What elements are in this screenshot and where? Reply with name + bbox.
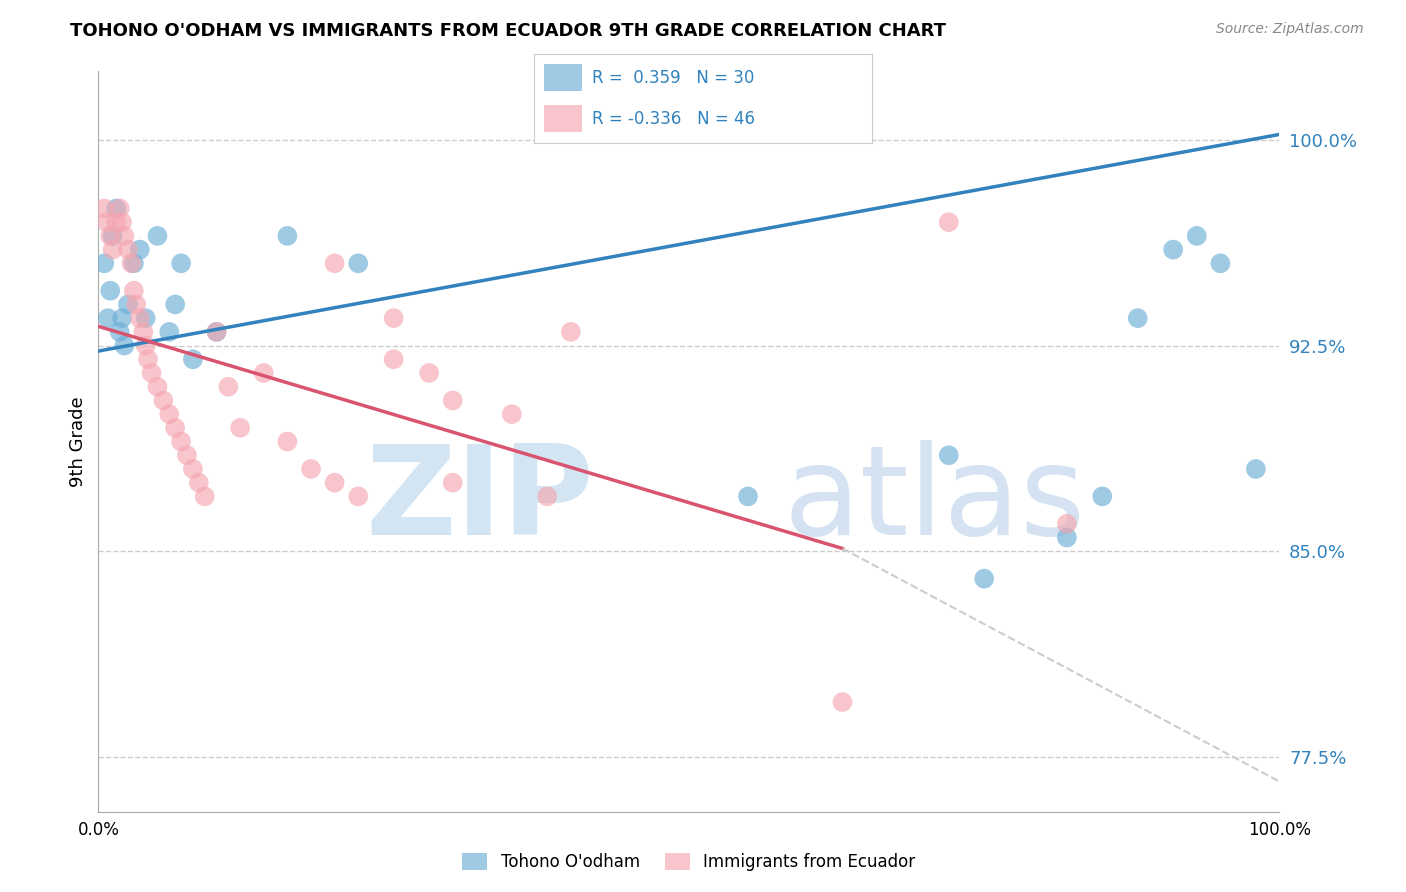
Y-axis label: 9th Grade: 9th Grade xyxy=(69,396,87,487)
Point xyxy=(122,284,145,298)
Point xyxy=(217,380,239,394)
Point xyxy=(1056,531,1078,545)
Point xyxy=(501,407,523,421)
Point xyxy=(560,325,582,339)
Point xyxy=(111,215,134,229)
Point xyxy=(101,243,124,257)
Point xyxy=(418,366,440,380)
Point xyxy=(157,325,180,339)
Point xyxy=(96,215,118,229)
Point xyxy=(1056,516,1078,531)
Legend: Tohono O'odham, Immigrants from Ecuador: Tohono O'odham, Immigrants from Ecuador xyxy=(456,846,922,878)
Point xyxy=(108,325,131,339)
Text: R =  0.359   N = 30: R = 0.359 N = 30 xyxy=(592,69,754,87)
Point xyxy=(229,421,252,435)
Point xyxy=(187,475,209,490)
Point xyxy=(152,393,174,408)
Point xyxy=(205,325,228,339)
Point xyxy=(347,256,370,270)
FancyBboxPatch shape xyxy=(544,105,582,132)
Point xyxy=(135,311,157,326)
Point xyxy=(1161,243,1184,257)
Point xyxy=(136,352,159,367)
Point xyxy=(441,393,464,408)
Point xyxy=(108,202,131,216)
Point xyxy=(105,202,128,216)
Point xyxy=(1126,311,1149,326)
Point xyxy=(938,448,960,462)
Point xyxy=(170,256,193,270)
Point xyxy=(117,297,139,311)
Point xyxy=(973,572,995,586)
Point xyxy=(112,338,135,352)
Point xyxy=(146,380,169,394)
Point xyxy=(938,215,960,229)
Point xyxy=(121,256,143,270)
Point xyxy=(181,352,204,367)
Point xyxy=(146,228,169,243)
Point xyxy=(253,366,276,380)
Point xyxy=(122,256,145,270)
Point xyxy=(181,462,204,476)
Point xyxy=(1185,228,1208,243)
Point xyxy=(176,448,198,462)
Point xyxy=(98,284,121,298)
Point xyxy=(382,311,405,326)
Point xyxy=(97,311,120,326)
Point xyxy=(1209,256,1232,270)
Point xyxy=(101,228,124,243)
Point xyxy=(128,311,150,326)
Text: atlas: atlas xyxy=(783,441,1085,561)
Point xyxy=(441,475,464,490)
Point xyxy=(117,243,139,257)
Text: R = -0.336   N = 46: R = -0.336 N = 46 xyxy=(592,110,755,128)
Point xyxy=(132,325,155,339)
Point xyxy=(323,475,346,490)
Point xyxy=(93,256,115,270)
Point xyxy=(382,352,405,367)
Point xyxy=(347,489,370,503)
Point xyxy=(276,228,298,243)
Text: TOHONO O'ODHAM VS IMMIGRANTS FROM ECUADOR 9TH GRADE CORRELATION CHART: TOHONO O'ODHAM VS IMMIGRANTS FROM ECUADO… xyxy=(70,22,946,40)
Point xyxy=(205,325,228,339)
Point xyxy=(141,366,163,380)
Point xyxy=(112,228,135,243)
Point xyxy=(165,421,187,435)
Text: ZIP: ZIP xyxy=(366,441,595,561)
Point xyxy=(165,297,187,311)
Point xyxy=(135,338,157,352)
FancyBboxPatch shape xyxy=(544,64,582,91)
Point xyxy=(125,297,148,311)
Point xyxy=(299,462,322,476)
Point xyxy=(105,215,128,229)
Point xyxy=(157,407,180,421)
Point xyxy=(170,434,193,449)
Point xyxy=(194,489,217,503)
Point xyxy=(831,695,853,709)
Point xyxy=(98,228,121,243)
Point xyxy=(1091,489,1114,503)
Point xyxy=(276,434,298,449)
Point xyxy=(128,243,150,257)
Point xyxy=(111,311,134,326)
Point xyxy=(737,489,759,503)
Point xyxy=(1244,462,1267,476)
Point xyxy=(536,489,558,503)
Point xyxy=(93,202,115,216)
Text: Source: ZipAtlas.com: Source: ZipAtlas.com xyxy=(1216,22,1364,37)
Point xyxy=(323,256,346,270)
